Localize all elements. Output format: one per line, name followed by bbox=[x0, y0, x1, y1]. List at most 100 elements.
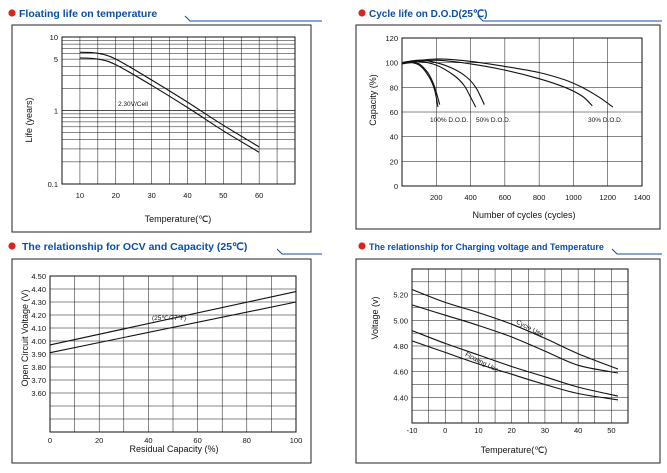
voltage-curve bbox=[411, 340, 619, 401]
y-tick-label: 5 bbox=[54, 55, 58, 64]
x-tick-label: 20 bbox=[95, 436, 103, 445]
x-tick-label: 0 bbox=[48, 436, 52, 445]
panel-ocv-capacity: The relationship for OCV and Capacity (2… bbox=[8, 241, 322, 464]
x-tick-label: 100 bbox=[290, 436, 303, 445]
panel-frame bbox=[355, 258, 661, 464]
x-tick-label: 40 bbox=[183, 191, 191, 200]
panel-frame bbox=[11, 258, 312, 464]
y-tick-label: 4.10 bbox=[31, 324, 46, 333]
x-tick-label: 600 bbox=[499, 193, 512, 202]
life-curve bbox=[79, 57, 260, 153]
x-tick-label: 200 bbox=[430, 193, 443, 202]
y-tick-label: 4.40 bbox=[31, 285, 46, 294]
y-tick-label: 4.40 bbox=[393, 393, 408, 402]
x-tick-label: 40 bbox=[574, 426, 582, 435]
title-underline bbox=[477, 15, 662, 22]
voltage-annotation: 2.30V/Cell bbox=[118, 101, 149, 108]
y-tick-label: 20 bbox=[390, 157, 398, 166]
x-tick-label: 10 bbox=[474, 426, 482, 435]
x-axis-label: Residual Capacity (%) bbox=[129, 444, 218, 454]
floating-use-label: Floating Use bbox=[464, 351, 500, 374]
title-bullet-icon bbox=[358, 242, 366, 250]
plot-border bbox=[49, 275, 297, 433]
dod-label: 30% D.O.D. bbox=[588, 117, 623, 124]
title-bullet-icon bbox=[8, 9, 16, 17]
plot-area: 10 5 1 0.1 10 20 30 40 50 60 bbox=[48, 33, 296, 200]
dod-curve bbox=[401, 59, 593, 107]
plot-area: 5.20 5.00 4.80 4.60 4.40 -10 0 10 20 30 40 50 Cycle … bbox=[393, 268, 629, 435]
x-tick-label: 60 bbox=[193, 436, 201, 445]
x-tick-label: 30 bbox=[147, 191, 155, 200]
dod-label: 50% D.O.D. bbox=[476, 117, 511, 124]
voltage-curve bbox=[411, 288, 619, 370]
chart-title: Floating life on temperature bbox=[19, 8, 157, 20]
dod-curve bbox=[401, 59, 485, 105]
y-axis-label: Life (years) bbox=[24, 97, 34, 142]
x-tick-label: 0 bbox=[443, 426, 447, 435]
title-bullet-icon bbox=[358, 9, 366, 17]
x-axis-label: Number of cycles (cycles) bbox=[472, 210, 575, 220]
y-tick-label: 4.00 bbox=[31, 337, 46, 346]
y-tick-label: 4.50 bbox=[31, 272, 46, 281]
y-tick-label: 5.00 bbox=[393, 316, 408, 325]
y-tick-label: 120 bbox=[385, 34, 398, 43]
chart-title: The relationship for Charging voltage an… bbox=[369, 242, 604, 252]
title-underline bbox=[276, 248, 322, 255]
panel-cycle-life: Cycle life on D.O.D(25℃) 120100806040200… bbox=[355, 9, 662, 230]
plot-border bbox=[61, 36, 296, 185]
x-tick-label: 10 bbox=[76, 191, 84, 200]
x-tick-label: 800 bbox=[533, 193, 546, 202]
chart-title: Cycle life on D.O.D(25℃) bbox=[369, 9, 487, 20]
plot-border bbox=[411, 268, 629, 424]
temperature-annotation: (25℃/77℉) bbox=[152, 315, 186, 322]
y-tick-label: 40 bbox=[390, 133, 398, 142]
y-tick-label: 10 bbox=[50, 33, 58, 42]
y-tick-label: 3.80 bbox=[31, 363, 46, 372]
y-tick-label: 3.60 bbox=[31, 389, 46, 398]
x-tick-label: 30 bbox=[541, 426, 549, 435]
x-axis-label: Temperature(℃) bbox=[481, 445, 548, 455]
plot-border bbox=[401, 37, 643, 187]
x-tick-label: 50 bbox=[219, 191, 227, 200]
x-tick-label: 80 bbox=[243, 436, 251, 445]
y-axis-label: Capacity (%) bbox=[368, 74, 378, 126]
x-axis-label: Temperature(℃) bbox=[145, 214, 212, 224]
title-bullet-icon bbox=[8, 242, 16, 250]
life-curve bbox=[79, 51, 260, 148]
dod-curve bbox=[401, 60, 441, 105]
y-tick-label: 4.20 bbox=[31, 311, 46, 320]
chart-title: The relationship for OCV and Capacity (2… bbox=[22, 241, 247, 253]
panel-charging-voltage: The relationship for Charging voltage an… bbox=[355, 242, 662, 464]
title-underline bbox=[611, 248, 662, 255]
y-tick-label: 4.60 bbox=[393, 368, 408, 377]
ocv-line bbox=[49, 291, 297, 346]
plot-area: 4.50 4.40 4.30 4.20 4.10 4.00 3.90 3.80 3.70 3.60… bbox=[31, 272, 302, 445]
y-tick-label: 3.90 bbox=[31, 350, 46, 359]
dod-label: 100% D.O.D. bbox=[430, 117, 468, 124]
dod-curve bbox=[401, 58, 614, 108]
x-tick-label: 1400 bbox=[634, 193, 651, 202]
x-tick-label: -10 bbox=[407, 426, 418, 435]
y-axis-label: Voltage (v) bbox=[370, 296, 380, 339]
x-tick-label: 50 bbox=[607, 426, 615, 435]
x-tick-label: 1000 bbox=[565, 193, 582, 202]
x-tick-label: 1200 bbox=[599, 193, 616, 202]
x-tick-label: 20 bbox=[112, 191, 120, 200]
y-tick-label: 0 bbox=[394, 182, 398, 191]
panel-floating-life: Floating life on temperature 10 5 1 0.1 10 20… bbox=[8, 8, 322, 233]
y-axis-label: Open Circuit Voltage (V) bbox=[20, 289, 30, 386]
panel-frame bbox=[355, 24, 661, 230]
x-tick-label: 20 bbox=[508, 426, 516, 435]
cycle-use-label: Cycle Use bbox=[515, 319, 545, 339]
y-tick-label: 0.1 bbox=[48, 180, 58, 189]
x-tick-label: 400 bbox=[464, 193, 477, 202]
y-tick-label: 1 bbox=[54, 107, 58, 116]
y-tick-label: 3.70 bbox=[31, 376, 46, 385]
x-tick-label: 60 bbox=[255, 191, 263, 200]
y-tick-label: 4.80 bbox=[393, 342, 408, 351]
y-tick-label: 5.20 bbox=[393, 291, 408, 300]
title-underline bbox=[184, 15, 322, 22]
y-tick-label: 100 bbox=[385, 59, 398, 68]
